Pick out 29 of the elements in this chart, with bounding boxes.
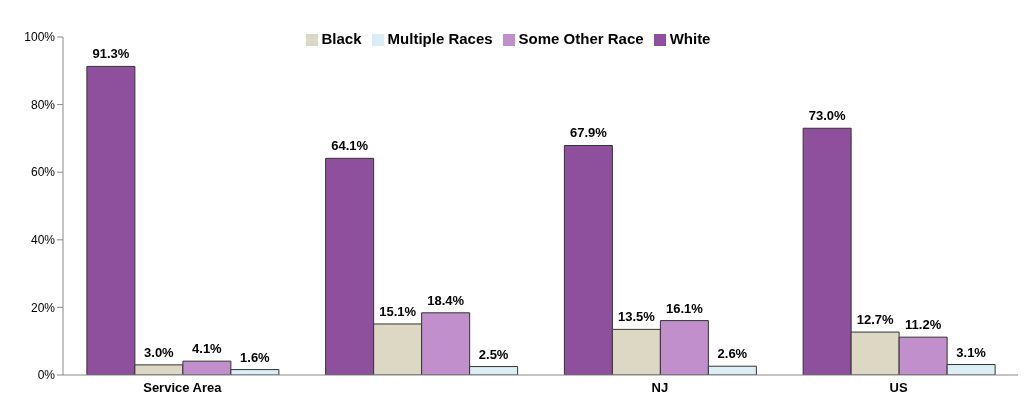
data-label: 15.1% [379,303,417,319]
data-label: 1.6% [240,349,271,365]
legend-label: Black [321,30,362,47]
data-label: 64.1% [331,138,369,154]
legend-label: Some Other Race [518,30,644,47]
legend-label: White [669,30,711,47]
x-tick-label: Service Area [143,380,223,396]
y-tick-label: 0% [37,368,56,383]
data-label: 16.1% [665,300,704,316]
data-label: 4.1% [192,341,223,357]
data-label: 2.5% [478,346,509,362]
data-label: 67.9% [569,125,608,141]
data-label: 11.2% [905,317,942,333]
y-tick-label: 40% [30,233,56,248]
data-label: 3.1% [956,344,987,360]
x-tick-label: US [889,380,908,396]
data-label: 18.4% [427,292,465,308]
data-label: 2.6% [717,346,748,362]
x-tick-label: NJ [651,380,669,396]
y-tick-label: 80% [30,97,56,112]
y-tick-label: 100% [24,30,56,45]
data-label: 12.7% [856,312,894,328]
y-tick-label: 20% [30,300,56,315]
data-label: 91.3% [92,46,130,62]
y-tick-label: 60% [30,165,56,180]
data-label: 3.0% [144,344,175,360]
data-label: 73.0% [808,108,846,124]
legend-label: Multiple Races [387,30,493,47]
data-label: 13.5% [617,309,656,325]
